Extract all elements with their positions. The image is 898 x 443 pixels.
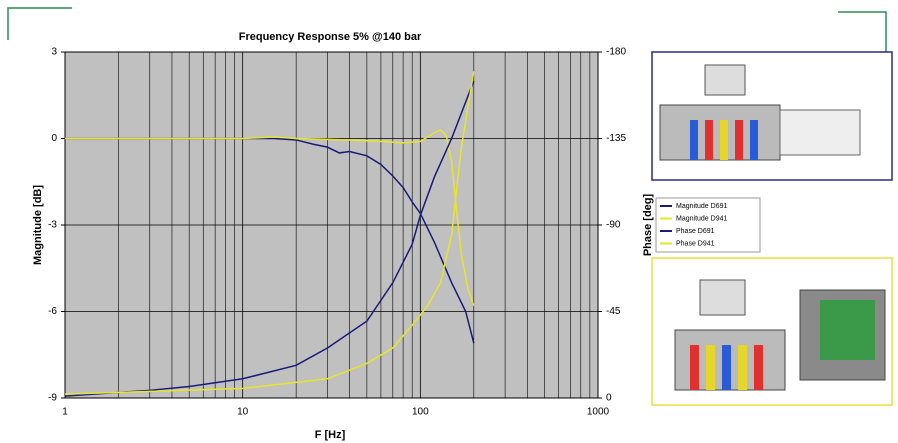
image-part [738, 345, 747, 390]
corner-line [7, 7, 72, 40]
legend-label: Magnitude D691 [676, 203, 727, 210]
image-part [704, 64, 746, 96]
plot-border [64, 51, 599, 399]
corner-line [838, 11, 887, 65]
x-tick-label: 1 [62, 407, 68, 418]
line-series [65, 137, 475, 344]
y-tick-label: -3 [48, 220, 57, 231]
line-series [64, 71, 475, 395]
image-part [754, 345, 763, 390]
image-part [722, 345, 731, 390]
x-tick-label: 10 [237, 407, 249, 418]
y2-tick-label: -135 [606, 133, 626, 144]
image-part [735, 120, 743, 160]
image-part [690, 345, 699, 390]
legend-label: Phase D941 [676, 240, 715, 247]
image-part [705, 120, 713, 160]
y-tick-label: -9 [48, 393, 57, 404]
y-tick-label: 0 [51, 133, 57, 144]
y2-tick-label: -180 [606, 47, 626, 58]
y2-tick-label: -45 [606, 306, 621, 317]
image-part [690, 120, 698, 160]
x-tick-label: 1000 [587, 407, 610, 418]
x-axis-label: F [Hz] [315, 429, 346, 441]
line-series [64, 80, 475, 397]
legend-box [655, 197, 761, 253]
decoration [7, 7, 887, 65]
image-part [706, 345, 715, 390]
y-tick-label: 3 [51, 47, 57, 58]
valve-image-top [651, 51, 893, 181]
y2-tick-label: -90 [606, 220, 621, 231]
image-part [750, 120, 758, 160]
y-tick-label: -6 [48, 306, 57, 317]
legend-label: Phase D691 [676, 228, 715, 235]
line-series [65, 128, 475, 306]
y2-tick-label: 0 [606, 393, 612, 404]
image-part [779, 109, 861, 156]
image-part [699, 279, 746, 316]
valve-image-bottom [651, 257, 893, 406]
chart-title: Frequency Response 5% @140 bar [239, 31, 422, 43]
image-part [820, 300, 875, 360]
legend: Magnitude D691 Magnitude D941 Phase D691 Ph… [655, 197, 761, 253]
y2-axis-label: Phase [deg] [642, 193, 654, 256]
legend-label: Magnitude D941 [676, 215, 727, 222]
image-part [720, 120, 728, 160]
x-tick-label: 100 [412, 407, 429, 418]
y-axis-label: Magnitude [dB] [32, 185, 44, 265]
